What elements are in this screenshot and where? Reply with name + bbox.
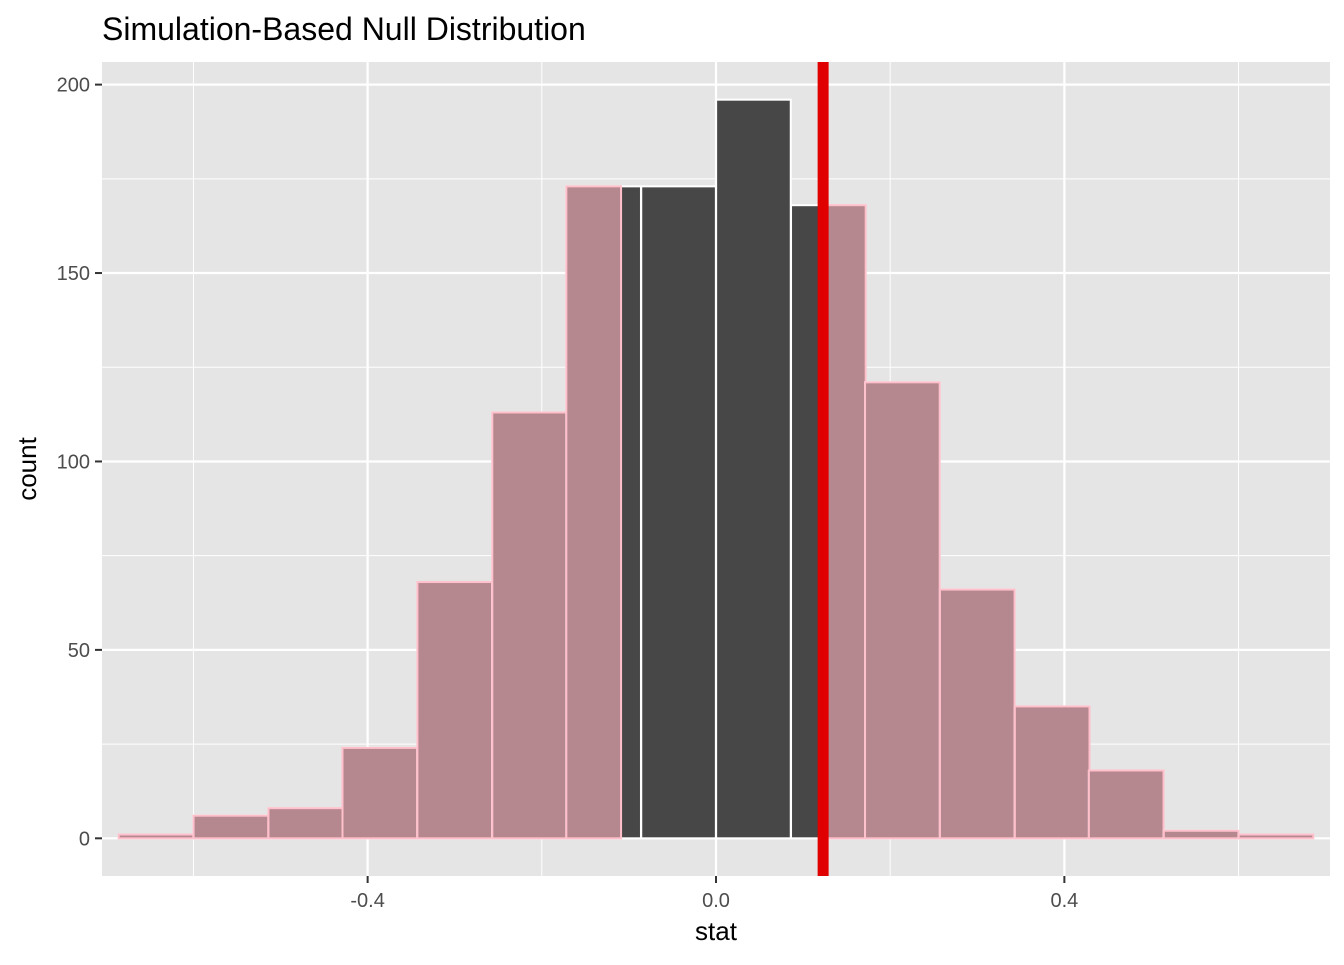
histogram-bars (117, 98, 1315, 840)
histogram-bar-8 (715, 98, 792, 840)
y-tick-label: 200 (57, 75, 90, 97)
x-tick-label: 0.4 (1050, 890, 1078, 912)
shaded-region-bar-6 (565, 185, 623, 840)
chart-title: Simulation-Based Null Distribution (102, 11, 586, 47)
y-tick-label: 0 (79, 828, 90, 850)
y-tick-label: 150 (57, 263, 90, 285)
shaded-region-bar-10 (864, 381, 941, 840)
x-tick-label: 0.0 (702, 890, 730, 912)
x-axis-title: stat (695, 916, 738, 946)
shaded-region-bar-1 (192, 814, 270, 840)
y-axis: 0 50 100 150 200 (57, 75, 102, 850)
y-tick-label: 100 (57, 451, 90, 473)
shaded-region-bar-5 (491, 411, 568, 840)
y-axis-title: count (12, 436, 42, 500)
shaded-region-bar-11 (938, 588, 1016, 840)
shaded-region-bar-12 (1013, 705, 1091, 840)
shaded-region-bar-9 (822, 204, 867, 840)
shaded-region-bar-0 (117, 833, 195, 840)
shaded-region-bar-3 (341, 746, 419, 840)
shaded-region-bar-4 (416, 581, 494, 840)
y-tick-label: 50 (68, 640, 90, 662)
x-axis: -0.4 0.0 0.4 (350, 876, 1078, 912)
shaded-region-bar-14 (1162, 829, 1240, 840)
x-tick-label: -0.4 (350, 890, 384, 912)
shaded-region-bar-15 (1237, 833, 1315, 840)
histogram-bar-7 (640, 185, 717, 840)
shaded-region-bar-13 (1087, 769, 1165, 840)
shaded-region-bar-2 (267, 807, 345, 840)
